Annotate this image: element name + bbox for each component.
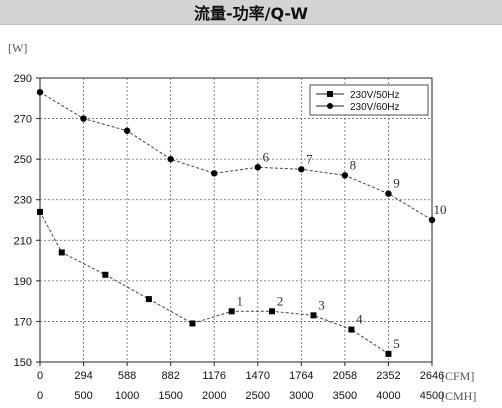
- point-label: 10: [434, 202, 447, 217]
- data-point-square: [58, 249, 65, 256]
- y-tick-label: 170: [14, 316, 32, 328]
- x-tick-label-cfm: 882: [161, 370, 179, 382]
- y-tick-label: 230: [14, 195, 32, 207]
- y-axis-unit: [W]: [8, 41, 27, 55]
- data-point-square: [269, 308, 275, 315]
- x-tick-label-cmh: 4500: [420, 390, 444, 402]
- x-tick-label-cmh: 4000: [376, 390, 400, 402]
- y-tick-label: 210: [14, 235, 32, 247]
- x-tick-label-cfm: 0: [37, 370, 43, 382]
- x-tick-label-cmh: 3500: [333, 390, 357, 402]
- data-point-circle: [211, 170, 218, 177]
- data-point-square: [145, 296, 152, 303]
- data-point-square: [228, 308, 235, 315]
- x-tick-label-cfm: 2646: [420, 370, 444, 382]
- x-tick-label-cfm: 294: [74, 370, 92, 382]
- chart-title: 流量-功率/Q-W: [194, 4, 308, 23]
- x-tick-label-cfm: 1470: [246, 370, 270, 382]
- x-tick-label-cmh: 2000: [202, 390, 226, 402]
- x-tick-label-cmh: 0: [37, 390, 43, 402]
- x-axis-unit-cmh: [CMH]: [441, 389, 476, 403]
- x-axis-unit-cfm: [CFM]: [441, 369, 474, 383]
- data-point-circle: [254, 164, 261, 171]
- point-label: 5: [393, 336, 400, 351]
- point-label: 3: [318, 297, 325, 312]
- legend-label: 230V/50Hz: [350, 90, 399, 101]
- legend-square-marker: [327, 91, 333, 97]
- plot-frame: [39, 77, 433, 363]
- point-label: 9: [393, 176, 400, 191]
- data-point-circle: [298, 166, 305, 173]
- point-label: 4: [356, 312, 363, 327]
- data-point-circle: [385, 190, 392, 197]
- data-point-square: [348, 326, 355, 333]
- legend-circle-marker: [327, 103, 333, 109]
- data-point-circle: [80, 115, 87, 122]
- x-tick-label-cfm: 2352: [376, 370, 400, 382]
- point-label: 8: [350, 157, 357, 172]
- x-tick-label-cmh: 1000: [115, 390, 139, 402]
- data-point-circle: [36, 89, 44, 96]
- data-point-square: [310, 312, 317, 319]
- point-label: 2: [277, 293, 284, 308]
- x-tick-label-cfm: 588: [118, 370, 136, 382]
- x-tick-label-cmh: 1500: [158, 390, 182, 402]
- x-tick-label-cfm: 1176: [202, 370, 226, 382]
- y-tick-label: 150: [14, 357, 32, 369]
- data-point-square: [189, 320, 196, 327]
- data-point-square: [385, 350, 392, 357]
- y-tick-label: 190: [14, 276, 32, 288]
- x-tick-label-cmh: 500: [74, 390, 92, 402]
- chart-title-bar: 流量-功率/Q-W: [0, 0, 502, 25]
- series-line-1: [39, 211, 389, 355]
- x-tick-label-cmh: 3000: [289, 390, 313, 402]
- data-point-circle: [341, 172, 349, 179]
- data-point-circle: [123, 127, 131, 134]
- x-tick-label-cfm: 2058: [333, 370, 357, 382]
- data-point-square: [102, 271, 109, 278]
- x-tick-label-cmh: 2500: [246, 390, 270, 402]
- legend-label: 230V/60Hz: [350, 102, 399, 113]
- legend-box: [309, 84, 429, 116]
- data-point-square: [37, 208, 43, 215]
- data-point-circle: [428, 216, 436, 224]
- point-label: 1: [236, 293, 243, 308]
- y-tick-label: 250: [14, 154, 32, 166]
- point-label: 7: [306, 151, 313, 166]
- series-line-2: [39, 91, 433, 221]
- data-point-circle: [167, 155, 174, 163]
- y-tick-label: 290: [14, 73, 32, 85]
- point-label: 6: [263, 149, 270, 164]
- y-tick-label: 270: [14, 114, 32, 126]
- x-tick-label-cfm: 1764: [289, 370, 313, 382]
